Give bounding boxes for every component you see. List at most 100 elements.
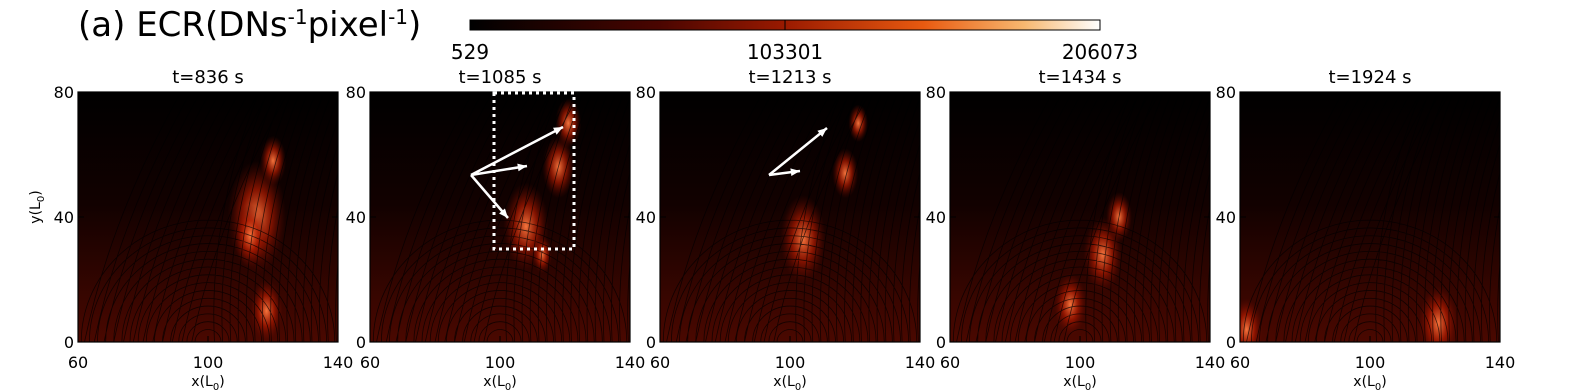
label-main: x(L	[1353, 374, 1375, 390]
panel-title: t=1924 s	[1328, 67, 1411, 88]
arrow-shaft	[470, 174, 509, 219]
x-axis-label: x(L0)	[773, 374, 806, 392]
emission	[848, 104, 868, 142]
title-exponent: -1	[388, 5, 408, 29]
panel-image	[950, 92, 1210, 342]
arrow-shaft	[768, 127, 828, 176]
label-close: )	[28, 190, 44, 195]
title-unit: pixel	[308, 5, 388, 45]
label-sub: 0	[1375, 382, 1381, 392]
x-tick-label: 140	[1485, 353, 1516, 372]
x-tick-label: 60	[940, 353, 960, 372]
field-lines	[952, 92, 1210, 342]
label-close: )	[1091, 374, 1096, 390]
y-tick-label: 0	[1226, 333, 1236, 352]
x-tick-label: 60	[360, 353, 380, 372]
annotations	[470, 91, 828, 251]
title-close: )	[408, 5, 421, 45]
y-tick-label: 40	[636, 208, 656, 227]
field-lines	[662, 92, 920, 342]
label-close: )	[1381, 374, 1386, 390]
y-tick-label: 80	[346, 83, 366, 102]
x-tick-label: 140	[615, 353, 646, 372]
y-tick-label: 80	[926, 83, 946, 102]
x-tick-label: 140	[1195, 353, 1226, 372]
y-tick-label: 0	[646, 333, 656, 352]
arrow-head	[790, 168, 800, 177]
arrow-head	[517, 163, 527, 172]
title-quantity: ECR(DNs	[136, 5, 287, 45]
panel-image	[660, 92, 920, 342]
field-lines	[80, 92, 338, 342]
x-axis-label: x(L0)	[483, 374, 516, 392]
label-main: y(L	[28, 202, 44, 224]
image-background	[1240, 92, 1500, 342]
x-tick-label: 100	[193, 353, 224, 372]
label-sub: 0	[795, 382, 801, 392]
title-label: (a)	[78, 5, 125, 45]
x-tick-label: 60	[650, 353, 670, 372]
arrow-head	[499, 208, 508, 218]
title-exponent: -1	[288, 5, 308, 29]
label-sub: 0	[213, 382, 219, 392]
field-lines	[1242, 92, 1500, 342]
x-axis-label: x(L0)	[191, 374, 224, 392]
field-lines	[372, 92, 630, 342]
y-tick-label: 0	[936, 333, 946, 352]
x-tick-label: 100	[775, 353, 806, 372]
label-main: x(L	[1063, 374, 1085, 390]
panel-image	[370, 92, 630, 342]
panel-title: t=1213 s	[748, 67, 831, 88]
figure-title: (a) ECR(DNs-1pixel-1)	[78, 5, 421, 45]
y-tick-label: 0	[64, 333, 74, 352]
x-axis-label: x(L0)	[1063, 374, 1096, 392]
x-tick-label: 100	[1065, 353, 1096, 372]
image-background	[370, 92, 630, 342]
panel-image	[78, 92, 338, 342]
y-tick-label: 80	[1216, 83, 1236, 102]
panel-image	[1240, 92, 1500, 342]
panel-title: t=1434 s	[1038, 67, 1121, 88]
x-tick-label: 140	[905, 353, 936, 372]
label-sub: 0	[1085, 382, 1091, 392]
y-tick-label: 0	[356, 333, 366, 352]
colorbar-tick-label: 206073	[1062, 40, 1138, 64]
arrow-head	[553, 127, 563, 135]
arrow-shaft	[470, 125, 564, 177]
y-tick-label: 80	[636, 83, 656, 102]
label-close: )	[801, 374, 806, 390]
emission	[832, 148, 859, 199]
y-tick-label: 40	[1216, 208, 1236, 227]
label-close: )	[511, 374, 516, 390]
label-main: x(L	[191, 374, 213, 390]
emission	[555, 98, 582, 149]
label-sub: 0	[505, 382, 511, 392]
y-tick-label: 40	[54, 208, 74, 227]
image-background	[78, 92, 338, 342]
colorbar-tick-label: 529	[451, 40, 489, 64]
panel-title: t=1085 s	[458, 67, 541, 88]
colorbar-tick-label: 103301	[747, 40, 823, 64]
x-tick-label: 60	[68, 353, 88, 372]
label-main: x(L	[483, 374, 505, 390]
x-tick-label: 100	[485, 353, 516, 372]
x-axis-label: x(L0)	[1353, 374, 1386, 392]
y-tick-label: 40	[926, 208, 946, 227]
arrow-head	[817, 128, 827, 137]
label-close: )	[219, 374, 224, 390]
emission	[1418, 285, 1458, 342]
y-tick-label: 80	[54, 83, 74, 102]
y-axis-label: y(L0)	[28, 190, 47, 223]
y-tick-label: 40	[346, 208, 366, 227]
x-tick-label: 140	[323, 353, 354, 372]
label-sub: 0	[36, 196, 47, 202]
panel-title: t=836 s	[172, 67, 244, 88]
label-main: x(L	[773, 374, 795, 390]
x-tick-label: 60	[1230, 353, 1250, 372]
